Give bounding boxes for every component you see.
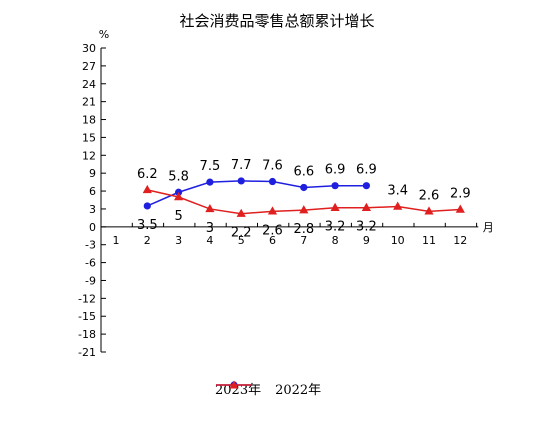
y-tick-label: -3 [85, 239, 96, 252]
data-label: 2.8 [293, 222, 314, 237]
data-label: 2.9 [450, 187, 471, 202]
y-tick-label: 0 [89, 221, 96, 234]
series-markers [142, 177, 465, 217]
data-point [237, 177, 245, 185]
data-point [362, 182, 370, 190]
data-labels: 3.5 5.8 7.5 7.7 7.6 6.6 6.9 6.9 6.2 5 3 2.2 2.6 2.8 3.… [137, 158, 471, 241]
data-point [174, 192, 184, 201]
x-tick-label: 4 [206, 234, 213, 247]
data-label: 7.7 [231, 158, 252, 173]
data-point [267, 206, 278, 215]
series-line-0 [146, 180, 367, 207]
data-label: 3.5 [137, 218, 158, 233]
y-tick-label: 30 [82, 42, 96, 55]
y-tick-label: 6 [89, 185, 96, 198]
x-tick-label: 10 [391, 234, 405, 247]
legend: 2023年 2022年 [215, 378, 335, 398]
data-label: 3.2 [356, 220, 377, 235]
y-tick-label: 15 [82, 131, 96, 144]
data-label: 3.4 [387, 184, 408, 199]
data-label: 7.6 [262, 159, 283, 174]
data-point [206, 178, 214, 186]
data-label: 5 [174, 209, 182, 224]
chart-title: 社会消费品零售总额累计增长 [179, 12, 375, 30]
x-tick-label: 1 [113, 234, 120, 247]
x-tick-label: 12 [453, 234, 467, 247]
data-label: 5.8 [168, 169, 189, 184]
y-tick-label: -12 [78, 292, 96, 305]
x-tick-label: 8 [332, 234, 339, 247]
data-point [142, 184, 152, 194]
y-tick-label: 24 [82, 78, 96, 91]
data-label: 3 [206, 221, 214, 236]
y-axis-label: % [99, 28, 109, 41]
x-tick-label: 9 [363, 234, 370, 247]
data-point [455, 204, 465, 213]
data-label: 6.6 [293, 164, 314, 179]
x-tick-label: 3 [175, 234, 182, 247]
x-tick-label: 5 [238, 234, 245, 247]
y-tick-label: -18 [78, 328, 96, 341]
data-point [268, 177, 277, 186]
data-point [236, 208, 246, 217]
y-tick-label: 3 [89, 203, 96, 216]
x-tick-label: 6 [269, 234, 276, 247]
y-tick-label: -9 [85, 274, 96, 287]
data-point [331, 182, 339, 190]
y-tick-label: 27 [82, 60, 96, 73]
x-tick-label: 7 [300, 234, 307, 247]
y-tick-label: -6 [85, 257, 96, 270]
y-tick-label: 9 [89, 167, 96, 180]
data-label: 6.2 [137, 167, 158, 182]
data-point [300, 183, 308, 192]
x-tick-label: 11 [422, 234, 436, 247]
y-tick-label: 12 [82, 149, 96, 162]
y-tick-label: -15 [78, 310, 96, 323]
x-axis-label: 月 [483, 221, 494, 234]
legend-item-2022: 2022年 [216, 379, 322, 398]
data-point [143, 202, 151, 210]
data-label: 6.9 [325, 163, 346, 178]
y-tick-label: 18 [82, 114, 96, 127]
data-label: 2.6 [419, 188, 440, 203]
axes [100, 47, 479, 353]
data-point [393, 201, 403, 210]
data-label: 2.6 [262, 223, 283, 238]
data-point [299, 205, 309, 214]
data-label: 6.9 [356, 163, 377, 178]
y-tick-label: 21 [82, 96, 96, 109]
data-point [424, 206, 434, 215]
data-point [205, 203, 215, 213]
legend-label-2022: 2022年 [275, 382, 322, 398]
x-tick-label: 2 [144, 234, 151, 247]
data-label: 2.2 [231, 226, 252, 241]
data-label: 7.5 [200, 159, 221, 174]
data-point [361, 202, 371, 211]
data-point [330, 202, 340, 211]
y-tick-label: -21 [78, 346, 96, 359]
data-label: 3.2 [325, 220, 346, 235]
legend-label-2023: 2023年 [215, 382, 262, 398]
legend-swatch-2022 [216, 380, 252, 389]
